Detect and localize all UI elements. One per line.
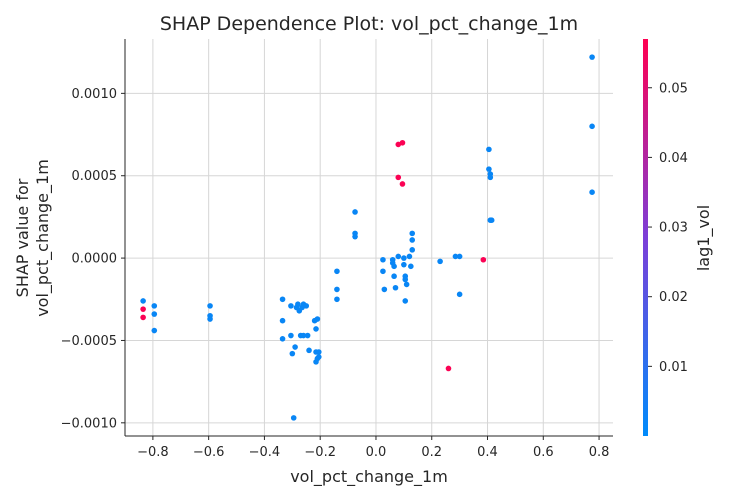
data-point — [314, 316, 321, 322]
data-point — [486, 146, 492, 153]
colorbar: 0.01 0.02 0.03 0.04 0.05 lag1_vol — [643, 39, 714, 436]
data-point — [381, 286, 388, 293]
data-point — [334, 296, 340, 303]
x-tick-label: −0.8 — [137, 445, 169, 460]
data-point — [399, 181, 406, 187]
data-point — [279, 317, 286, 324]
y-axis-label-line-2: vol_pct_change_1m — [33, 159, 53, 317]
data-point — [290, 415, 297, 421]
data-point — [401, 261, 407, 268]
y-tick-label: 0.0005 — [72, 169, 118, 184]
data-point — [352, 209, 358, 215]
colorbar-tick-label: 0.05 — [659, 81, 688, 96]
data-point — [313, 326, 319, 332]
data-point — [300, 332, 307, 339]
colorbar-gradient — [643, 39, 648, 436]
colorbar-tick-label: 0.02 — [659, 290, 688, 305]
data-point — [334, 268, 340, 275]
colorbar-tick-label: 0.03 — [659, 221, 688, 236]
data-point — [140, 314, 146, 321]
data-point — [589, 54, 595, 60]
data-point — [402, 276, 409, 283]
data-point — [408, 263, 414, 270]
x-axis-label: vol_pct_change_1m — [290, 467, 448, 487]
y-tick-label: −0.0005 — [61, 334, 117, 349]
data-point — [437, 258, 443, 265]
data-point — [395, 174, 402, 181]
y-ticks: −0.0010 −0.0005 0.0000 0.0005 0.0010 — [61, 87, 125, 431]
x-tick-label: 0.0 — [366, 445, 387, 460]
y-axis-label: SHAP value for vol_pct_change_1m — [13, 159, 53, 317]
x-ticks: −0.8 −0.6 −0.4 −0.2 0.0 0.2 0.4 0.6 0.8 — [137, 436, 609, 460]
x-tick-label: −0.2 — [304, 445, 336, 460]
data-point — [306, 347, 312, 354]
data-point — [391, 263, 397, 270]
data-point — [403, 281, 410, 288]
x-tick-label: −0.6 — [193, 445, 225, 460]
data-point — [395, 253, 402, 260]
data-point — [316, 349, 322, 355]
data-point — [207, 303, 213, 309]
data-point — [480, 256, 487, 263]
data-point — [279, 296, 286, 303]
data-point — [316, 354, 322, 360]
data-points — [140, 54, 595, 421]
data-point — [380, 268, 386, 275]
data-point — [289, 350, 296, 357]
x-tick-label: 0.8 — [589, 445, 610, 460]
data-point — [140, 306, 146, 312]
data-point — [304, 332, 311, 339]
x-tick-label: 0.6 — [533, 445, 554, 460]
data-point — [380, 256, 386, 263]
data-point — [406, 253, 413, 260]
data-point — [488, 217, 495, 224]
data-point — [399, 139, 406, 146]
data-point — [486, 166, 492, 172]
data-point — [589, 189, 595, 195]
data-point — [409, 230, 416, 237]
colorbar-tick-label: 0.01 — [659, 360, 688, 375]
x-tick-label: 0.4 — [477, 445, 498, 460]
data-point — [352, 233, 358, 240]
data-point — [401, 255, 407, 261]
data-point — [151, 303, 158, 309]
colorbar-label: lag1_vol — [694, 205, 714, 271]
data-point — [409, 237, 416, 243]
data-point — [589, 123, 595, 130]
data-point — [456, 291, 463, 298]
data-point — [391, 273, 397, 280]
data-point — [402, 298, 409, 304]
data-point — [456, 253, 463, 260]
data-point — [487, 174, 494, 181]
y-axis-label-line-1: SHAP value for — [13, 178, 32, 297]
data-point — [207, 316, 213, 322]
data-point — [452, 253, 459, 260]
colorbar-ticks: 0.01 0.02 0.03 0.04 0.05 — [648, 81, 688, 375]
data-point — [292, 344, 298, 350]
data-point — [303, 303, 310, 309]
axes-spines — [124, 39, 613, 437]
grid-lines — [125, 39, 613, 436]
y-tick-label: 0.0010 — [72, 87, 118, 102]
data-point — [279, 336, 286, 342]
data-point — [140, 298, 146, 304]
x-tick-label: −0.4 — [249, 445, 281, 460]
chart-title: SHAP Dependence Plot: vol_pct_change_1m — [160, 13, 578, 35]
y-tick-label: −0.0010 — [61, 416, 117, 431]
data-point — [392, 284, 399, 291]
data-point — [409, 247, 416, 253]
data-point — [445, 365, 452, 372]
y-tick-label: 0.0000 — [72, 252, 118, 267]
data-point — [288, 303, 294, 309]
colorbar-tick-label: 0.04 — [659, 151, 688, 166]
data-point — [295, 301, 301, 308]
data-point — [151, 327, 158, 334]
data-point — [288, 332, 294, 339]
data-point — [334, 286, 340, 293]
x-tick-label: 0.2 — [421, 445, 442, 460]
data-point — [151, 311, 158, 317]
